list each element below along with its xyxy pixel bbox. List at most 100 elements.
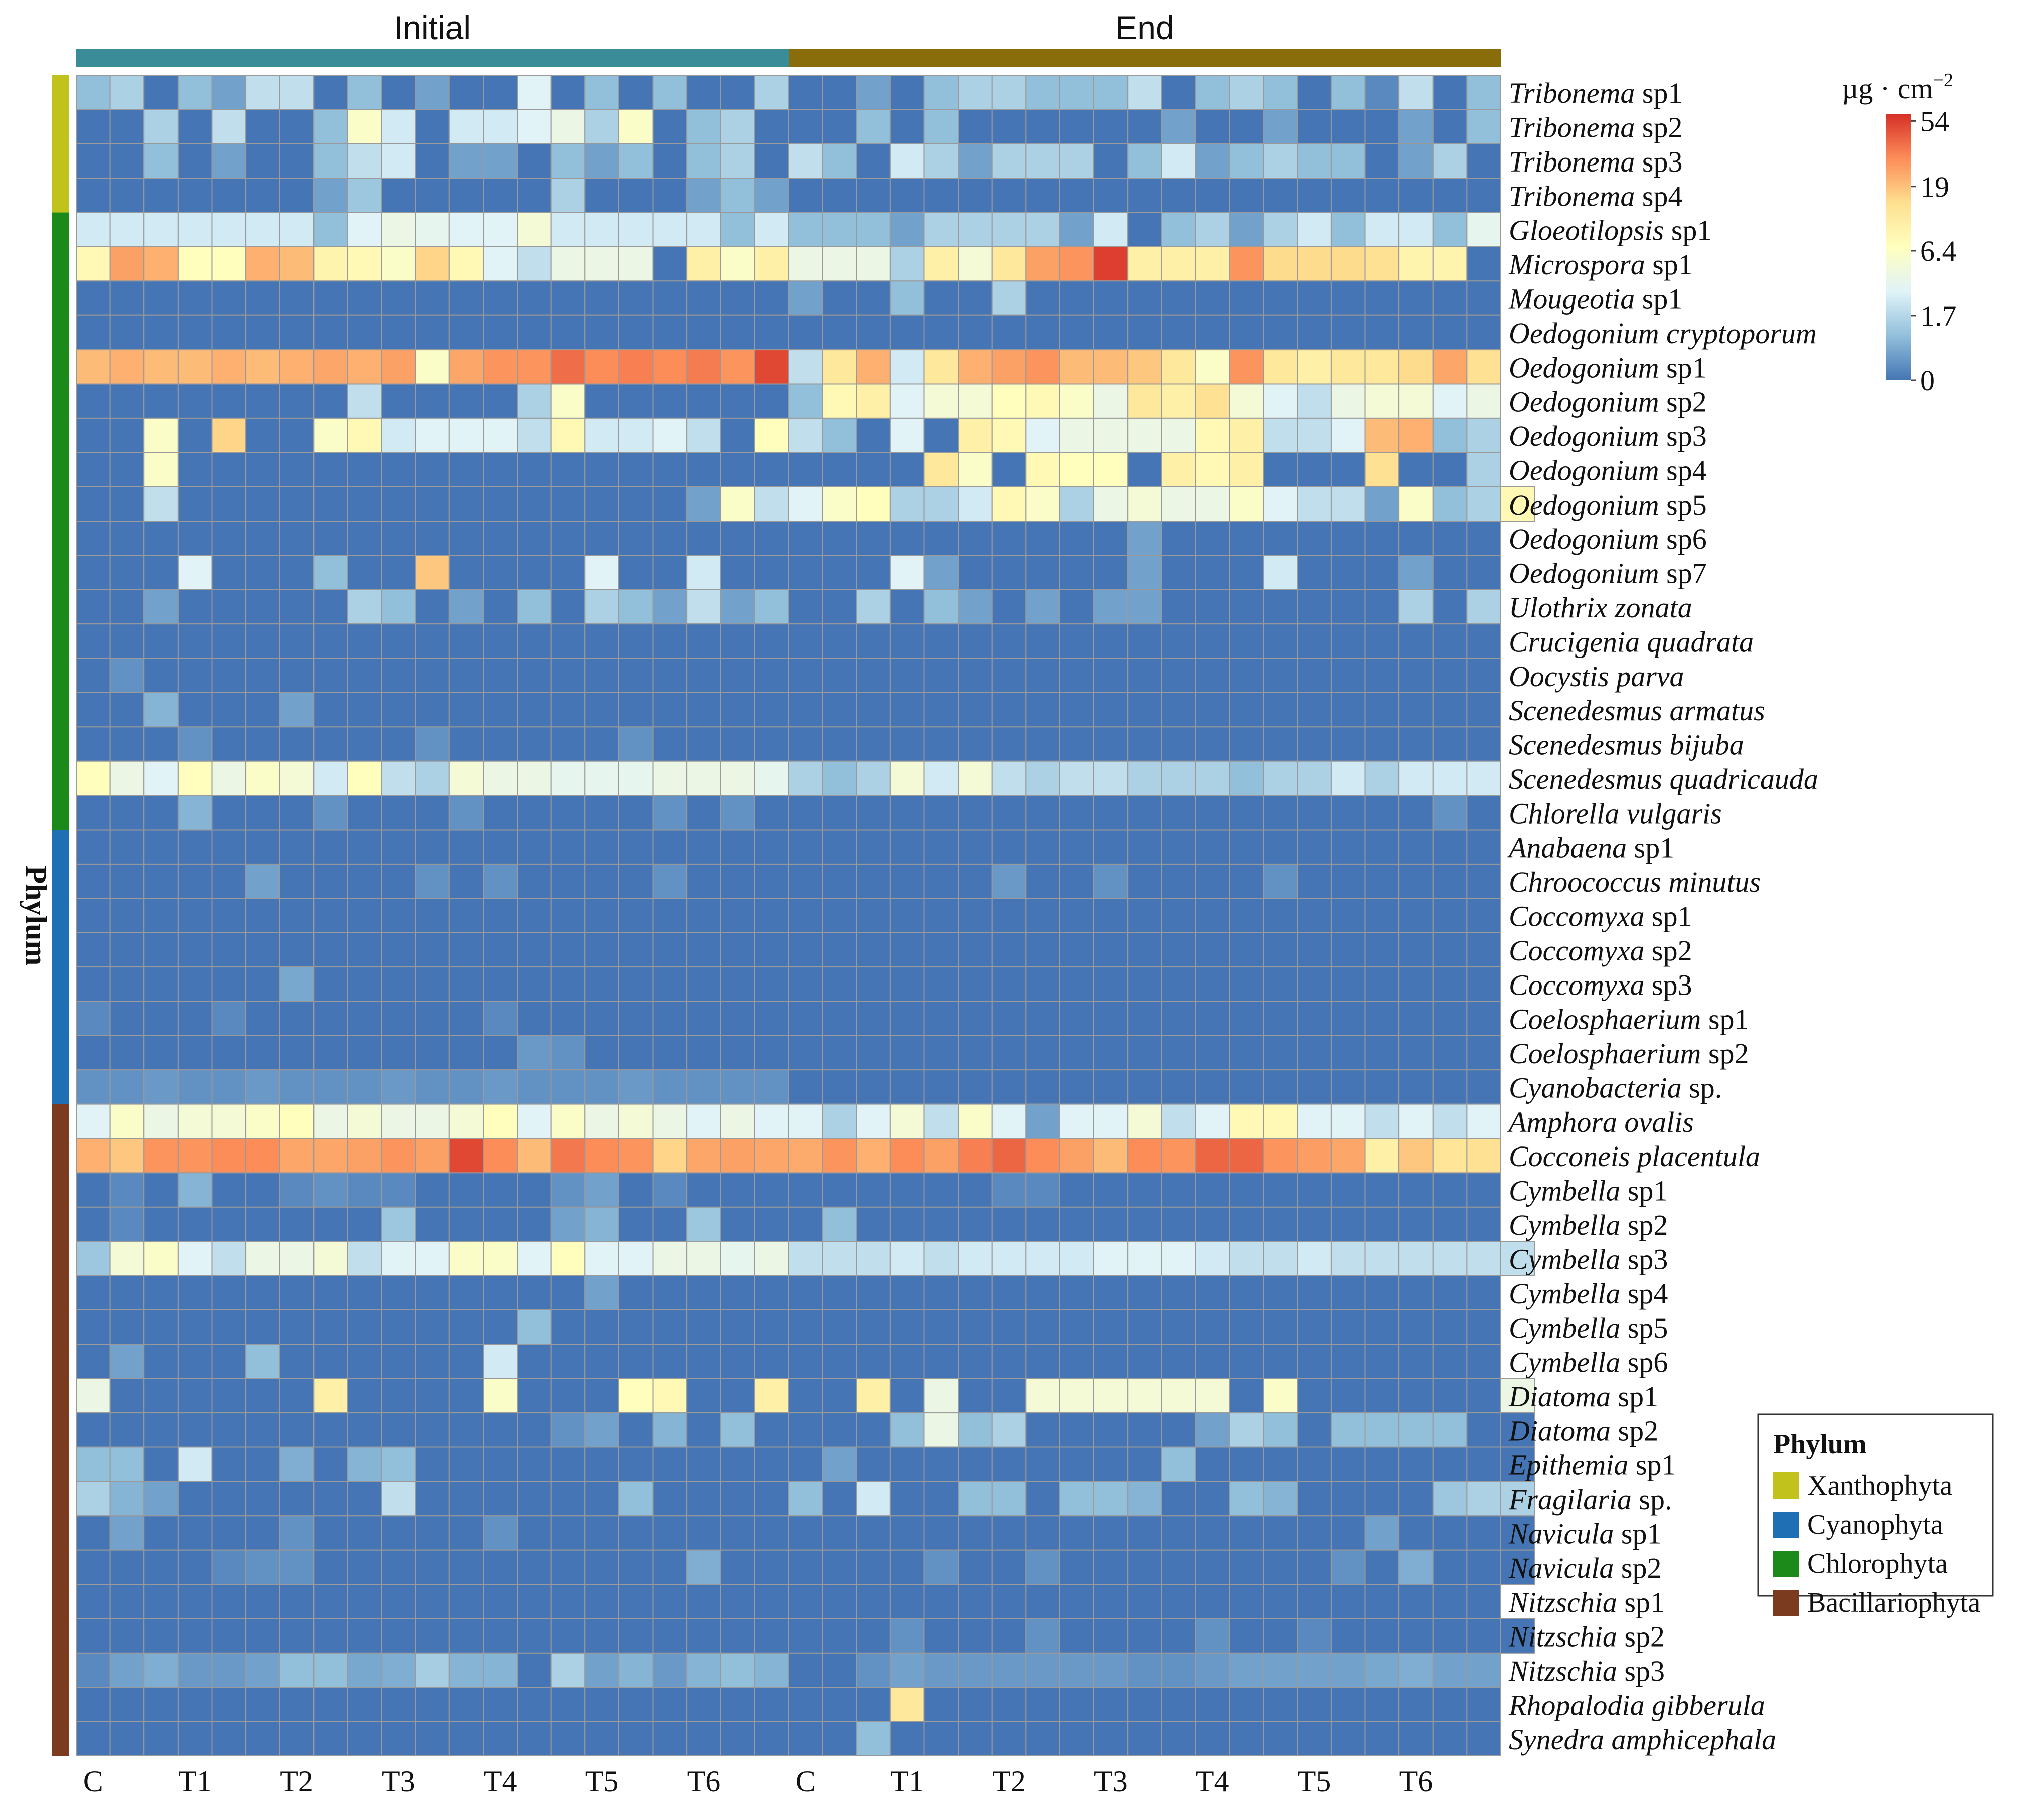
heatmap-cell bbox=[483, 1206, 518, 1242]
heatmap-cell bbox=[618, 143, 654, 179]
heatmap-cell bbox=[856, 1481, 891, 1517]
heatmap-cell bbox=[1195, 726, 1230, 762]
heatmap-cell bbox=[1127, 1035, 1162, 1071]
heatmap-cell bbox=[177, 1378, 213, 1414]
heatmap-cell bbox=[143, 658, 179, 693]
heatmap-cell bbox=[279, 1138, 315, 1174]
heatmap-cell bbox=[177, 383, 213, 419]
heatmap-cell bbox=[550, 349, 586, 385]
row-label: Cymbella sp1 bbox=[1509, 1175, 1668, 1207]
heatmap-cell bbox=[1195, 1446, 1230, 1482]
heatmap-cell bbox=[584, 1584, 619, 1619]
heatmap-cell bbox=[313, 1035, 348, 1071]
heatmap-cell bbox=[1297, 212, 1332, 247]
heatmap-cell bbox=[483, 1446, 518, 1482]
heatmap-cell bbox=[1297, 1035, 1332, 1071]
heatmap-cell bbox=[177, 1172, 213, 1208]
heatmap-cell bbox=[347, 1652, 382, 1688]
heatmap-cell bbox=[1297, 486, 1332, 522]
heatmap-cell bbox=[550, 760, 586, 796]
row-label-italic: Fragilaria bbox=[1508, 1483, 1632, 1516]
heatmap-cell bbox=[1059, 1721, 1094, 1757]
heatmap-cell bbox=[177, 1412, 213, 1448]
heatmap-cell bbox=[618, 246, 654, 282]
heatmap-cell bbox=[958, 1206, 993, 1242]
heatmap-cell bbox=[448, 1206, 484, 1242]
heatmap-cell bbox=[76, 1652, 111, 1688]
heatmap-cell bbox=[652, 143, 688, 179]
row-label-suffix: sp2 bbox=[1611, 1414, 1658, 1447]
heatmap-cell bbox=[1364, 452, 1400, 487]
heatmap-cell bbox=[923, 1309, 959, 1345]
heatmap-cell bbox=[856, 898, 891, 933]
heatmap-cell bbox=[1364, 1412, 1400, 1448]
heatmap-cell bbox=[279, 932, 315, 968]
row-label-suffix: sp1 bbox=[1701, 1003, 1749, 1036]
heatmap-cell bbox=[1161, 1446, 1196, 1482]
heatmap-cell bbox=[211, 1206, 247, 1242]
heatmap-cell bbox=[889, 1309, 925, 1345]
heatmap-cell bbox=[584, 1378, 619, 1414]
heatmap-cell bbox=[1297, 1172, 1332, 1208]
heatmap-cell bbox=[1330, 1721, 1366, 1757]
heatmap-cell bbox=[1297, 1515, 1332, 1551]
heatmap-cell bbox=[381, 1687, 416, 1722]
heatmap-cell bbox=[1432, 966, 1468, 1002]
heatmap-cell bbox=[652, 589, 688, 625]
heatmap-cell bbox=[381, 932, 416, 968]
heatmap-cell bbox=[720, 1138, 755, 1174]
heatmap-cell bbox=[889, 75, 925, 110]
heatmap-cell bbox=[177, 1035, 213, 1071]
heatmap-cell bbox=[1093, 555, 1129, 590]
heatmap-cell bbox=[517, 863, 552, 899]
heatmap-cell bbox=[381, 143, 416, 179]
heatmap-cell bbox=[211, 1721, 247, 1757]
heatmap-cell bbox=[618, 1378, 654, 1414]
heatmap-cell bbox=[1466, 1584, 1501, 1619]
heatmap-cell bbox=[1263, 932, 1298, 968]
heatmap-cell bbox=[109, 1618, 145, 1654]
heatmap-cell bbox=[1263, 1549, 1298, 1585]
heatmap-cell bbox=[1466, 1001, 1501, 1036]
group-header-bars: Initial End bbox=[76, 9, 1501, 67]
heatmap-cell bbox=[1398, 1412, 1434, 1448]
heatmap-cell bbox=[448, 1172, 484, 1208]
heatmap-cell bbox=[1195, 555, 1230, 590]
row-label: Oedogonium sp2 bbox=[1509, 386, 1707, 418]
heatmap-cell bbox=[211, 212, 247, 247]
heatmap-cell bbox=[1025, 314, 1060, 351]
heatmap-cell bbox=[788, 829, 823, 865]
heatmap-cell bbox=[1364, 1035, 1400, 1071]
heatmap-cell bbox=[177, 75, 213, 110]
heatmap-cell bbox=[381, 349, 416, 385]
heatmap-cell bbox=[211, 1103, 247, 1139]
group-bar bbox=[76, 49, 789, 67]
row-label-italic: Cymbella bbox=[1509, 1346, 1620, 1379]
heatmap-cell bbox=[754, 143, 790, 179]
heatmap-cell bbox=[1093, 1344, 1129, 1379]
heatmap-cell bbox=[109, 623, 145, 659]
heatmap-cell bbox=[347, 829, 382, 865]
heatmap-cell bbox=[958, 246, 993, 282]
heatmap-cell bbox=[1195, 1138, 1230, 1174]
heatmap-cell bbox=[483, 349, 518, 385]
heatmap-cell bbox=[1229, 898, 1264, 933]
row-label: Tribonema sp4 bbox=[1509, 180, 1682, 212]
heatmap-cell bbox=[958, 829, 993, 865]
heatmap-cell bbox=[1263, 1412, 1298, 1448]
heatmap-cell bbox=[1161, 521, 1196, 556]
heatmap-cell bbox=[109, 1446, 145, 1482]
heatmap-cell bbox=[1297, 795, 1332, 831]
heatmap-cell bbox=[1330, 1618, 1366, 1654]
heatmap-cell bbox=[889, 280, 925, 316]
row-label: Nitzschia sp3 bbox=[1508, 1655, 1665, 1687]
heatmap-cell bbox=[483, 314, 518, 351]
heatmap-cell bbox=[1398, 1549, 1434, 1585]
heatmap-cell bbox=[1263, 314, 1298, 351]
heatmap-cell bbox=[279, 1549, 315, 1585]
heatmap-cell bbox=[618, 1275, 654, 1310]
heatmap-cell bbox=[991, 1275, 1027, 1310]
heatmap-cell bbox=[754, 1172, 790, 1208]
heatmap-cell bbox=[889, 1687, 925, 1722]
heatmap-cell bbox=[1059, 1275, 1094, 1310]
